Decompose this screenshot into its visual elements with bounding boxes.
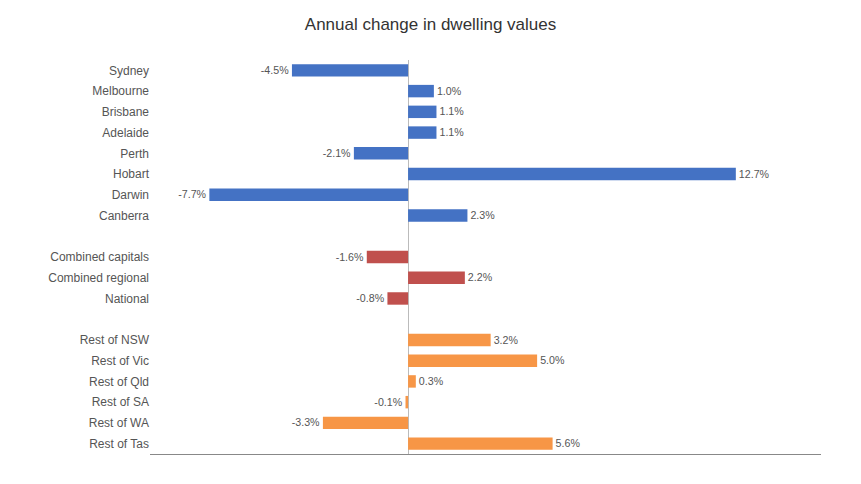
svg-text:Sydney: Sydney <box>109 64 149 78</box>
svg-text:5.6%: 5.6% <box>556 437 581 449</box>
svg-text:National: National <box>105 292 149 306</box>
svg-text:Brisbane: Brisbane <box>102 105 150 119</box>
svg-text:Rest of NSW: Rest of NSW <box>80 333 150 347</box>
svg-text:3.2%: 3.2% <box>494 334 519 346</box>
svg-text:Canberra: Canberra <box>99 209 149 223</box>
svg-text:Perth: Perth <box>120 147 149 161</box>
svg-text:12.7%: 12.7% <box>739 168 770 180</box>
svg-text:1.0%: 1.0% <box>437 85 462 97</box>
svg-text:1.1%: 1.1% <box>439 105 464 117</box>
svg-text:2.3%: 2.3% <box>470 209 495 221</box>
svg-text:Hobart: Hobart <box>113 167 150 181</box>
svg-text:Adelaide: Adelaide <box>102 126 149 140</box>
svg-text:Darwin: Darwin <box>112 188 149 202</box>
svg-text:Annual change in dwelling valu: Annual change in dwelling values <box>305 15 556 34</box>
svg-text:0.3%: 0.3% <box>419 375 444 387</box>
svg-text:Combined capitals: Combined capitals <box>50 250 149 264</box>
svg-text:Rest of WA: Rest of WA <box>89 416 149 430</box>
svg-text:Melbourne: Melbourne <box>92 84 149 98</box>
svg-text:-2.1%: -2.1% <box>323 147 351 159</box>
svg-text:Rest of Qld: Rest of Qld <box>89 375 149 389</box>
svg-text:Combined regional: Combined regional <box>48 271 149 285</box>
svg-text:-1.6%: -1.6% <box>336 251 364 263</box>
svg-text:-0.1%: -0.1% <box>374 396 402 408</box>
svg-text:5.0%: 5.0% <box>540 354 565 366</box>
svg-text:-7.7%: -7.7% <box>178 188 206 200</box>
svg-text:-4.5%: -4.5% <box>261 64 289 76</box>
svg-text:-3.3%: -3.3% <box>292 416 320 428</box>
svg-text:Rest of Vic: Rest of Vic <box>91 354 149 368</box>
svg-text:2.2%: 2.2% <box>468 271 493 283</box>
svg-text:-0.8%: -0.8% <box>356 292 384 304</box>
svg-text:Rest of Tas: Rest of Tas <box>89 437 149 451</box>
svg-text:1.1%: 1.1% <box>439 126 464 138</box>
svg-text:Rest of SA: Rest of SA <box>92 395 149 409</box>
